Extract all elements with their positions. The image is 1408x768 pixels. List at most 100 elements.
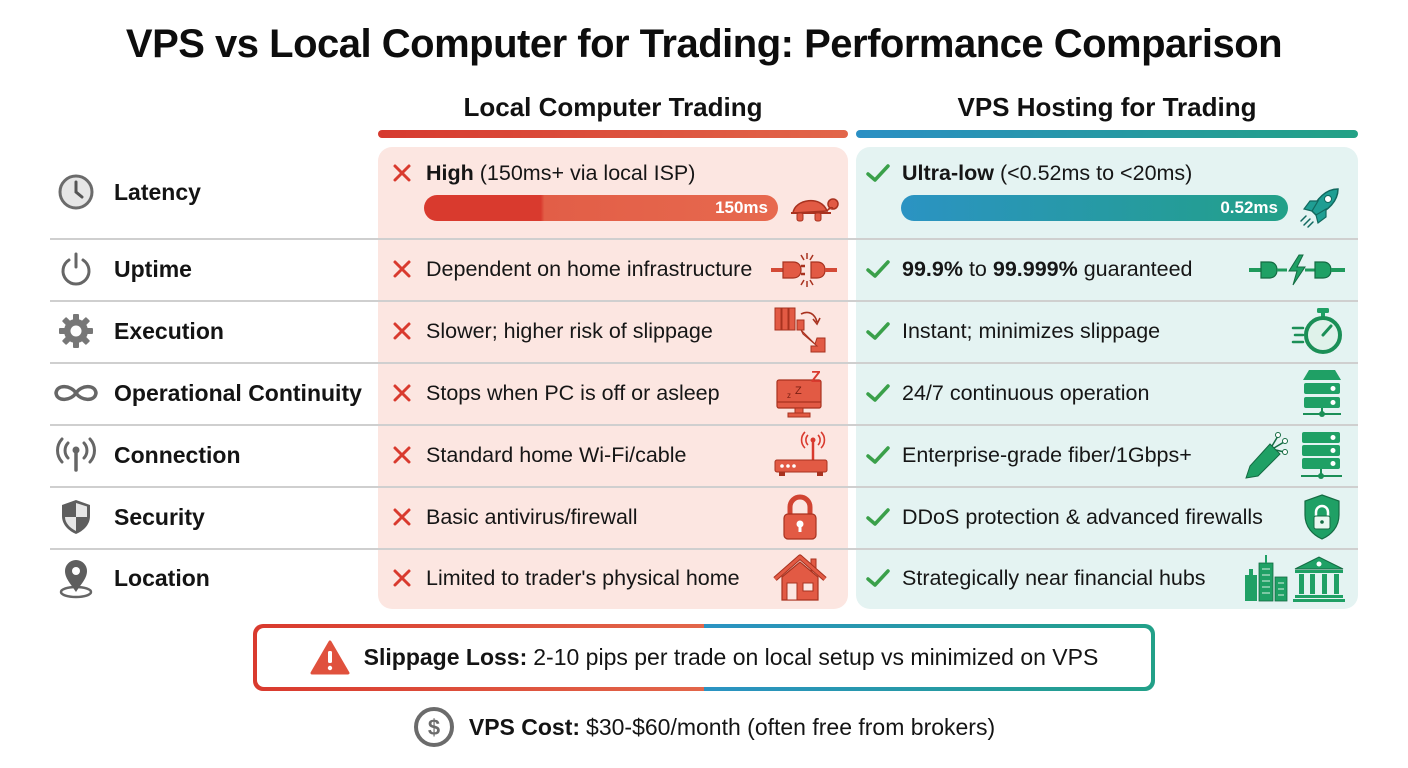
vps-accent-bar <box>856 130 1358 138</box>
local-latency-bar: 150ms <box>424 195 778 221</box>
row-label-operational-continuity: Operational Continuity <box>50 373 362 413</box>
vps-uptime-low: 99.9% <box>902 256 963 281</box>
rocket-icon <box>1296 184 1344 230</box>
row-label-text: Security <box>114 503 205 530</box>
local-execution-cell: Slower; higher risk of slippage <box>390 311 713 351</box>
router-icon <box>772 430 830 480</box>
vps-uptime-cell: 99.9% to 99.999% guaranteed <box>866 249 1193 289</box>
shield-icon <box>50 498 102 536</box>
vps-uptime-suffix: guaranteed <box>1077 256 1193 281</box>
row-divider <box>50 300 1358 302</box>
city-bank-icon <box>1242 553 1348 603</box>
row-label-text: Location <box>114 564 210 591</box>
local-accent-bar <box>378 130 848 138</box>
row-divider <box>50 548 1358 550</box>
checkmark-icon <box>866 566 890 590</box>
plug-power-icon <box>1246 252 1348 288</box>
checkmark-icon <box>866 381 890 405</box>
local-continuity-cell: Stops when PC is off or asleep <box>390 373 720 413</box>
row-label-text: Operational Continuity <box>114 379 362 406</box>
vps-security-cell: DDoS protection & advanced firewalls <box>866 497 1263 537</box>
row-label-connection: Connection <box>50 435 241 475</box>
slippage-arrow-icon <box>772 306 830 356</box>
row-divider <box>50 238 1358 240</box>
warning-icon <box>310 640 350 676</box>
local-latency-cell: High (150ms+ via local ISP) <box>390 153 695 193</box>
vps-execution-text: Instant; minimizes slippage <box>902 318 1161 343</box>
vps-location-text: Strategically near financial hubs <box>902 565 1206 590</box>
vps-latency-bar: 0.52ms <box>901 195 1288 221</box>
local-continuity-text: Stops when PC is off or asleep <box>426 380 720 405</box>
local-latency-bar-value: 150ms <box>715 198 768 217</box>
vps-continuity-text: 24/7 continuous operation <box>902 380 1150 405</box>
x-mark-icon <box>390 381 414 405</box>
row-label-text: Latency <box>114 178 201 205</box>
house-icon <box>772 553 828 603</box>
local-connection-cell: Standard home Wi-Fi/cable <box>390 435 687 475</box>
vps-location-cell: Strategically near financial hubs <box>866 558 1206 598</box>
vps-latency-bar-value: 0.52ms <box>1220 198 1278 217</box>
vps-security-text: DDoS protection & advanced firewalls <box>902 504 1263 529</box>
row-label-uptime: Uptime <box>50 249 192 289</box>
page-title: VPS vs Local Computer for Trading: Perfo… <box>125 22 1283 66</box>
vps-latency-detail: (<0.52ms to <20ms) <box>993 160 1193 185</box>
row-label-execution: Execution <box>50 311 224 351</box>
fiber-server-icon <box>1244 430 1344 482</box>
vps-column-panel <box>856 147 1358 609</box>
local-security-text: Basic antivirus/firewall <box>426 504 638 529</box>
row-divider <box>50 486 1358 488</box>
checkmark-icon <box>866 161 890 185</box>
stopwatch-icon <box>1290 306 1346 356</box>
local-security-cell: Basic antivirus/firewall <box>390 497 637 537</box>
local-location-text: Limited to trader's physical home <box>426 565 740 590</box>
map-pin-icon <box>50 557 102 599</box>
row-label-location: Location <box>50 557 210 599</box>
column-heading-local: Local Computer Trading <box>463 92 763 122</box>
svg-text:z: z <box>787 391 791 400</box>
row-divider <box>50 424 1358 426</box>
x-mark-icon <box>390 443 414 467</box>
local-connection-text: Standard home Wi-Fi/cable <box>426 442 687 467</box>
x-mark-icon <box>390 257 414 281</box>
server-icon <box>1300 368 1344 420</box>
svg-text:$: $ <box>428 715 440 740</box>
local-latency-detail: (150ms+ via local ISP) <box>473 160 696 185</box>
vps-uptime-to: to <box>962 256 993 281</box>
unplugged-icon <box>768 250 840 290</box>
checkmark-icon <box>866 257 890 281</box>
local-uptime-cell: Dependent on home infrastructure <box>390 249 752 289</box>
x-mark-icon <box>390 566 414 590</box>
vps-execution-cell: Instant; minimizes slippage <box>866 311 1160 351</box>
shield-lock-icon <box>1300 492 1344 542</box>
x-mark-icon <box>390 319 414 343</box>
vps-latency-cell: Ultra-low (<0.52ms to <20ms) <box>866 153 1192 193</box>
vps-uptime-high: 99.999% <box>992 256 1078 281</box>
power-icon <box>50 251 102 287</box>
slippage-loss-label: Slippage Loss: <box>363 644 528 670</box>
vps-latency-level: Ultra-low <box>902 160 994 185</box>
local-column-panel <box>378 147 848 609</box>
slippage-loss-banner: Slippage Loss: 2-10 pips per trade on lo… <box>253 624 1155 691</box>
slippage-loss-text: 2-10 pips per trade on local setup vs mi… <box>533 644 1099 670</box>
local-execution-text: Slower; higher risk of slippage <box>426 318 713 343</box>
vps-connection-text: Enterprise-grade fiber/1Gbps+ <box>902 442 1192 467</box>
svg-text:Z: Z <box>811 369 821 386</box>
row-divider <box>50 362 1358 364</box>
local-latency-level: High <box>426 160 474 185</box>
antenna-icon <box>50 436 102 474</box>
row-label-text: Uptime <box>114 255 192 282</box>
vps-cost-note: $ VPS Cost: $30-$60/month (often free fr… <box>0 706 1408 748</box>
checkmark-icon <box>866 319 890 343</box>
turtle-icon <box>786 190 842 226</box>
infinity-icon <box>50 381 102 405</box>
row-label-text: Connection <box>114 441 241 468</box>
padlock-icon <box>780 492 820 542</box>
x-mark-icon <box>390 505 414 529</box>
vps-cost-text: $30-$60/month (often free from brokers) <box>586 713 996 740</box>
x-mark-icon <box>390 161 414 185</box>
vps-cost-label: VPS Cost: <box>468 713 581 740</box>
gear-icon <box>50 312 102 350</box>
column-heading-vps: VPS Hosting for Trading <box>957 92 1257 122</box>
row-label-latency: Latency <box>50 172 201 212</box>
